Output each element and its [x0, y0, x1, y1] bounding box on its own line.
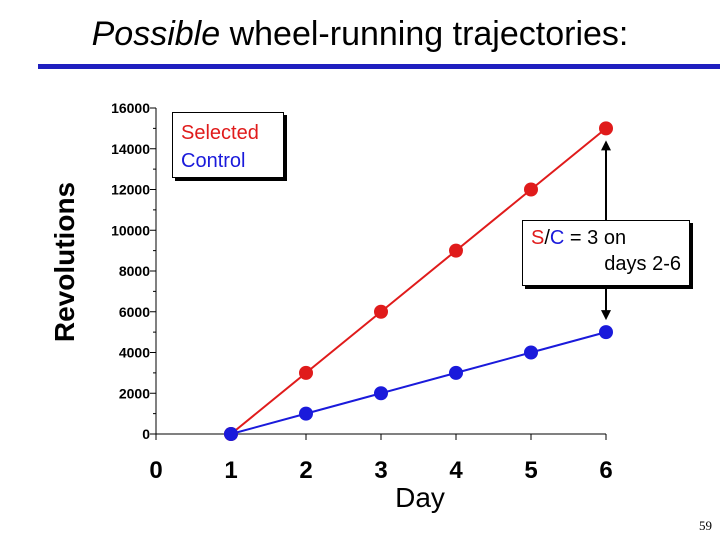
x-axis-label: Day — [395, 482, 445, 513]
slide-title: Possible wheel-running trajectories: — [0, 12, 720, 56]
chart-ticks: 0 2000 4000 6000 8000 10000 12000 14000 16000 0 1 2… — [111, 100, 613, 484]
data-point-control — [224, 427, 238, 441]
data-point-control — [524, 345, 538, 360]
x-tick-label: 5 — [524, 457, 537, 484]
y-tick-label: 6000 — [119, 304, 150, 320]
ratio-c: C — [549, 227, 565, 249]
data-point-selected — [524, 182, 538, 197]
y-tick-label: 12000 — [111, 182, 150, 198]
title-rest: wheel-running trajectories: — [229, 15, 629, 53]
ratio-line-2: days 2-6 — [604, 253, 681, 275]
y-tick-label: 4000 — [119, 345, 150, 361]
data-point-control — [374, 386, 388, 401]
x-tick-label: 3 — [374, 457, 387, 484]
arrow-head-up — [601, 140, 611, 151]
data-point-selected — [374, 304, 388, 319]
ratio-s: S — [531, 227, 545, 249]
x-tick-label: 2 — [299, 457, 312, 484]
ratio-annotation: S/C = 3 on days 2-6 — [522, 220, 690, 286]
chart-series-lines — [230, 127, 607, 435]
y-tick-label: 8000 — [119, 263, 150, 279]
x-tick-label: 0 — [149, 457, 162, 484]
data-point-control — [599, 325, 613, 340]
ratio-rest: = 3 on — [564, 227, 627, 249]
series-line-selected — [230, 127, 607, 435]
data-point-control — [299, 406, 313, 421]
data-point-control — [449, 365, 463, 380]
data-point-selected — [599, 121, 613, 136]
legend-box: Selected Control — [172, 112, 284, 178]
title-emphasis: Possible — [91, 15, 221, 53]
data-point-selected — [299, 365, 313, 380]
series-line-control — [230, 331, 607, 435]
x-tick-label: 4 — [449, 457, 463, 484]
legend-control: Control — [181, 150, 246, 172]
ratio-slash: / — [544, 227, 550, 249]
arrow-head-down — [601, 310, 611, 321]
x-tick-label: 6 — [599, 457, 612, 484]
slide-number: 59 — [699, 518, 712, 533]
y-tick-label: 0 — [142, 426, 150, 442]
ratio-line-1: S/C = 3 on — [523, 225, 689, 251]
y-axis-label: Revolutions — [49, 181, 80, 343]
y-tick-label: 10000 — [111, 222, 150, 238]
y-tick-label: 16000 — [111, 100, 150, 116]
title-underline — [38, 64, 720, 69]
data-point-selected — [449, 243, 463, 258]
legend-selected: Selected — [181, 122, 259, 144]
x-tick-label: 1 — [224, 457, 237, 484]
y-tick-label: 14000 — [111, 141, 150, 157]
chart-points — [224, 121, 613, 441]
y-tick-label: 2000 — [119, 385, 150, 401]
